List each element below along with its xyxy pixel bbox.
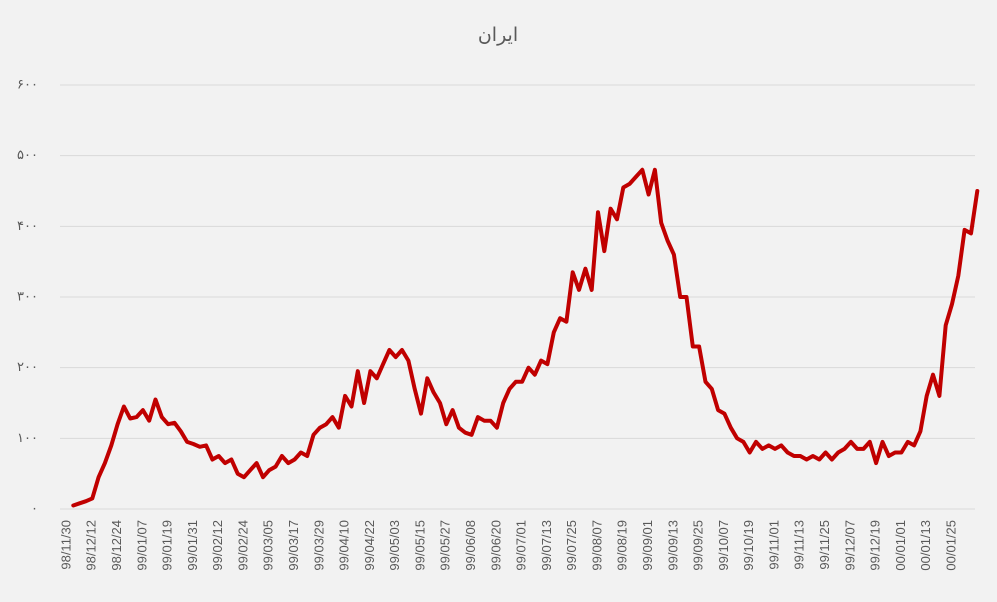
- x-tick-label: 99/06/20: [488, 520, 503, 571]
- x-tick-label: 98/11/30: [58, 520, 73, 570]
- x-tick-label: 99/04/10: [337, 520, 352, 571]
- y-tick-label: ۱۰۰: [17, 430, 38, 445]
- x-tick-label: 99/09/01: [640, 520, 655, 571]
- x-tick-label: 99/12/07: [842, 520, 857, 571]
- x-tick-label: 99/07/13: [539, 520, 554, 571]
- x-tick-label: 99/10/07: [716, 520, 731, 571]
- x-tick-label: 99/12/19: [868, 520, 883, 571]
- x-tick-label: 99/10/19: [741, 520, 756, 571]
- x-tick-label: 99/07/01: [514, 520, 529, 571]
- x-tick-label: 98/12/24: [109, 520, 124, 571]
- x-tick-label: 99/03/17: [286, 520, 301, 571]
- x-tick-label: 99/08/07: [589, 520, 604, 571]
- y-tick-label: ۲۰۰: [17, 359, 38, 374]
- x-tick-label: 99/11/01: [766, 520, 781, 570]
- x-tick-label: 99/03/29: [311, 520, 326, 571]
- y-tick-label: ۴۰۰: [17, 218, 38, 233]
- y-tick-label: ۵۰۰: [17, 147, 38, 162]
- x-tick-label: 99/11/25: [817, 520, 832, 570]
- x-tick-label: 99/05/15: [412, 520, 427, 571]
- x-tick-label: 00/01/01: [893, 520, 908, 571]
- x-tick-label: 99/04/22: [362, 520, 377, 571]
- y-tick-label: ۰: [31, 500, 38, 515]
- x-tick-label: 99/07/25: [564, 520, 579, 571]
- x-tick-label: 99/01/07: [134, 520, 149, 571]
- chart-title: ایران: [478, 25, 518, 46]
- x-tick-label: 99/05/27: [438, 520, 453, 571]
- data-line: [71, 167, 980, 508]
- x-tick-label: 99/09/25: [691, 520, 706, 571]
- x-tick-label: 99/05/03: [387, 520, 402, 571]
- x-tick-label: 99/01/31: [185, 520, 200, 571]
- y-tick-label: ۳۰۰: [17, 288, 38, 303]
- x-tick-label: 98/12/12: [84, 520, 99, 571]
- x-tick-label: 00/01/25: [943, 520, 958, 571]
- x-tick-label: 99/03/05: [261, 520, 276, 571]
- x-tick-label: 99/11/13: [792, 520, 807, 570]
- x-tick-label: 99/09/13: [665, 520, 680, 571]
- x-tick-label: 99/02/24: [235, 520, 250, 571]
- x-tick-label: 99/01/19: [160, 520, 175, 571]
- x-tick-label: 99/02/12: [210, 520, 225, 571]
- x-tick-label: 00/01/13: [918, 520, 933, 571]
- y-tick-label: ۶۰۰: [17, 76, 38, 91]
- x-tick-label: 99/06/08: [463, 520, 478, 571]
- x-tick-label: 99/08/19: [615, 520, 630, 571]
